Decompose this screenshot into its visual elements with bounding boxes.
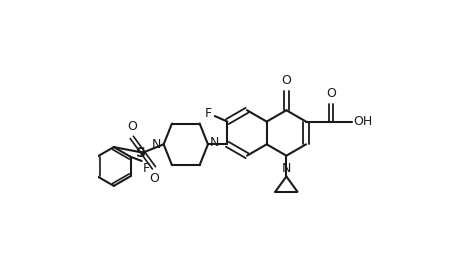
Text: F: F xyxy=(204,107,211,120)
Text: F: F xyxy=(143,162,150,175)
Text: O: O xyxy=(326,87,336,100)
Text: O: O xyxy=(281,74,291,87)
Text: S: S xyxy=(137,146,147,160)
Text: N: N xyxy=(152,138,161,151)
Text: OH: OH xyxy=(353,115,372,128)
Text: N: N xyxy=(210,137,219,149)
Text: O: O xyxy=(127,120,137,133)
Text: O: O xyxy=(149,172,159,185)
Text: N: N xyxy=(282,162,291,175)
